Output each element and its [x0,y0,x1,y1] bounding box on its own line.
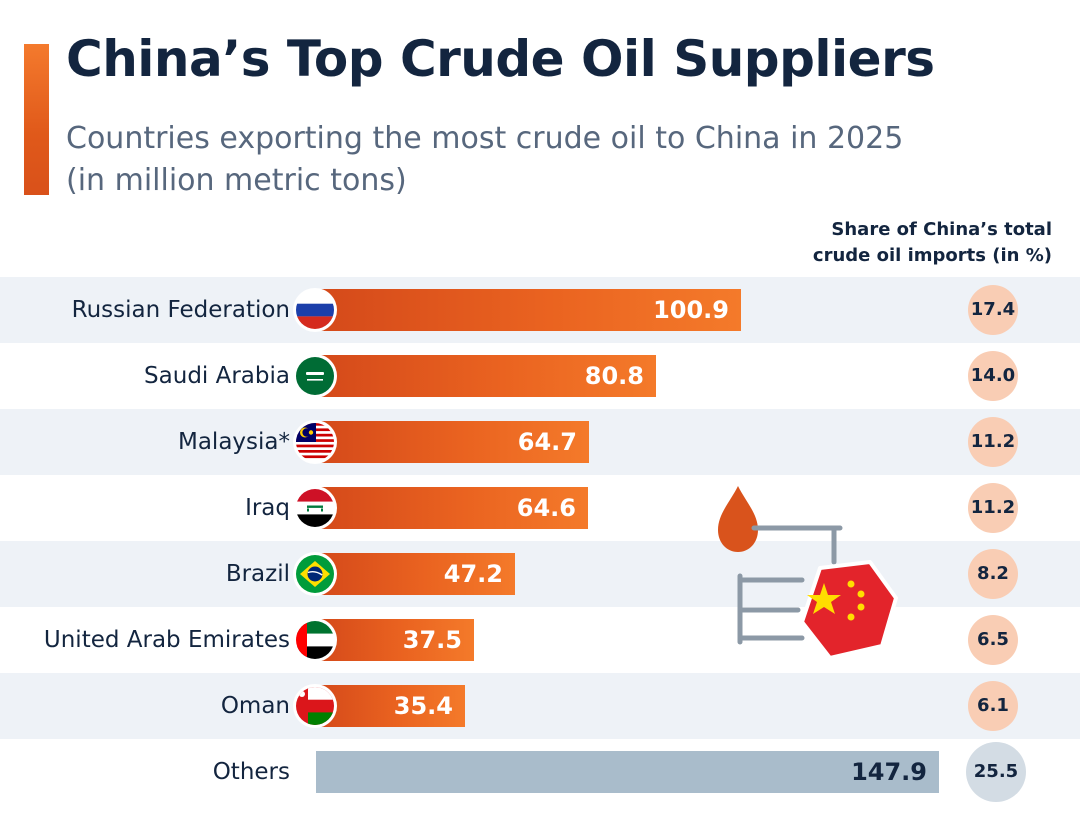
share-bubble: 6.5 [968,615,1018,665]
chart-title: China’s Top Crude Oil Suppliers [66,30,935,88]
category-label: Oman [220,693,290,719]
subtitle-line-1: Countries exporting the most crude oil t… [66,121,904,156]
category-label: Iraq [245,495,290,521]
category-label: Brazil [225,561,290,587]
oil-barrel-illustration [718,486,898,660]
bar-value-label: 100.9 [653,296,729,324]
barrel-icon [737,525,843,645]
share-header-line-2: crude oil imports (in %) [812,245,1052,266]
category-label: United Arab Emirates [43,627,290,653]
bar-value-label: 37.5 [402,626,462,654]
bar: 80.8 [316,355,656,397]
share-column-header: Share of China’s total crude oil imports… [752,217,1052,269]
bar-value-label: 147.9 [851,758,927,786]
oman-flag-icon [293,684,337,728]
share-bubble: 25.5 [966,742,1026,802]
bar-others: 147.9 [316,751,939,793]
category-label: Russian Federation [71,297,290,323]
bar-value-label: 80.8 [584,362,644,390]
bar-value-label: 47.2 [443,560,503,588]
iraq-flag-icon [293,486,337,530]
bar-row: Iraq 64.6 11.2 [0,475,1080,541]
bar-row: Brazil 47.2 8.2 [0,541,1080,607]
saudi-arabia-flag-icon [293,354,337,398]
share-bubble: 11.2 [968,483,1018,533]
category-label: Saudi Arabia [144,363,290,389]
bar: 64.6 [316,487,588,529]
russia-flag-icon [293,288,337,332]
bar: 37.5 [316,619,474,661]
china-flag-badge-icon [800,560,898,660]
bar-row: Malaysia* 64.7 11.2 [0,409,1080,475]
title-accent-bar [24,44,49,195]
share-header-line-1: Share of China’s total [831,219,1052,240]
category-label: Others [212,759,290,785]
share-bubble: 11.2 [968,417,1018,467]
category-label: Malaysia* [177,429,290,455]
oil-drop-icon [718,486,758,552]
bar-row: United Arab Emirates 37.5 6.5 [0,607,1080,673]
share-bubble: 14.0 [968,351,1018,401]
bar: 100.9 [316,289,741,331]
bar-row: Oman 35.4 6.1 [0,673,1080,739]
subtitle-line-2: (in million metric tons) [66,163,407,198]
bar-row: Saudi Arabia 80.8 14.0 [0,343,1080,409]
uae-flag-icon [293,618,337,662]
bar-row: Russian Federation 100.9 17.4 [0,277,1080,343]
bar: 64.7 [316,421,589,463]
bar: 35.4 [316,685,465,727]
bar-value-label: 64.7 [517,428,577,456]
share-bubble: 17.4 [968,285,1018,335]
bar-value-label: 64.6 [516,494,576,522]
share-bubble: 8.2 [968,549,1018,599]
share-bubble: 6.1 [968,681,1018,731]
brazil-flag-icon [293,552,337,596]
bar-value-label: 35.4 [393,692,453,720]
bar: 47.2 [316,553,515,595]
bar-row: Others 147.9 25.5 [0,739,1080,805]
malaysia-flag-icon [293,420,337,464]
chart-subtitle: Countries exporting the most crude oil t… [66,118,1026,202]
